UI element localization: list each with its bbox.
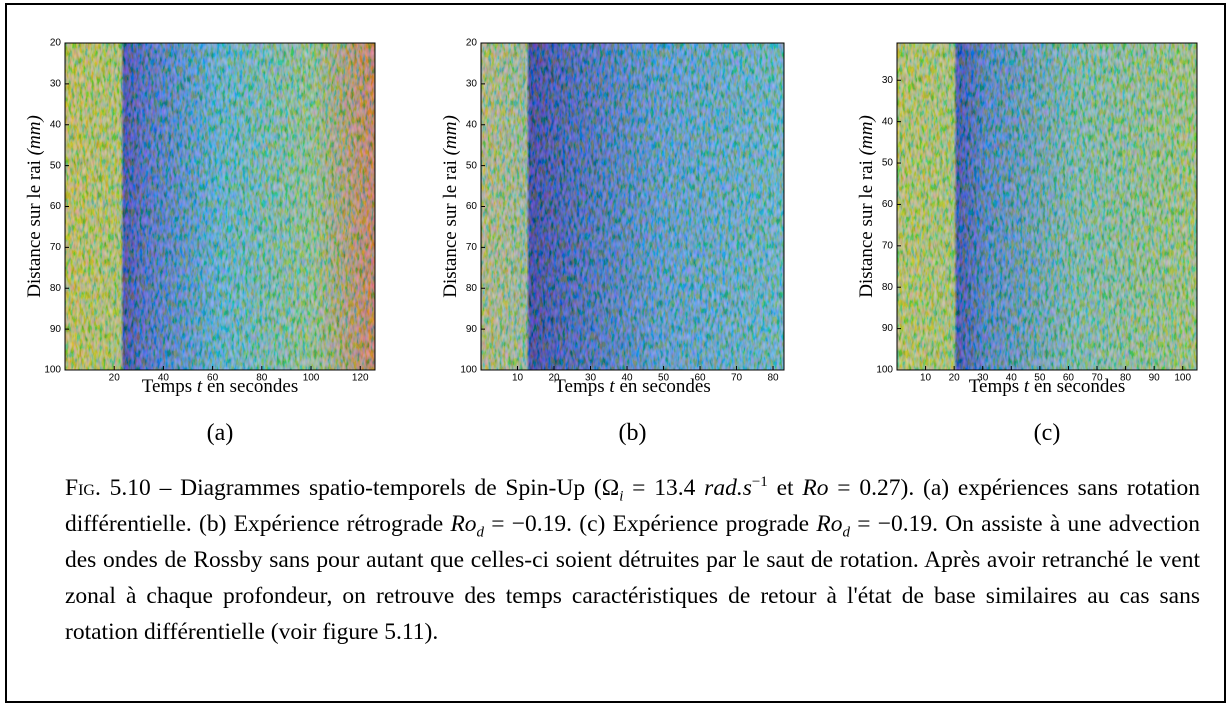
y-tick-label: 70: [466, 242, 478, 253]
y-tick-label: 100: [460, 365, 477, 376]
x-label-var: t: [197, 376, 203, 397]
x-tick-label: 50: [658, 373, 670, 384]
x-tick-label: 10: [920, 373, 932, 384]
x-tick-label: 80: [767, 373, 779, 384]
x-tick-label: 90: [1149, 373, 1161, 384]
y-label-text: Distance sur le rai: [24, 160, 45, 298]
caption-run: −1: [751, 474, 768, 491]
y-label-text: Distance sur le rai: [856, 160, 877, 298]
x-tick-label: 30: [977, 373, 989, 384]
x-tick-label: 30: [585, 373, 597, 384]
y-tick-label: 90: [882, 323, 894, 334]
heatmap-texture: [897, 43, 1197, 370]
y-axis-label: Distance sur le rai (mm): [440, 115, 461, 298]
y-label-text: Distance sur le rai: [440, 160, 461, 298]
x-tick-label: 80: [1120, 373, 1132, 384]
y-tick-label: 80: [882, 282, 894, 293]
x-tick-label: 40: [621, 373, 633, 384]
x-tick-label: 20: [109, 373, 121, 384]
y-tick-label: 70: [882, 240, 894, 251]
y-tick-label: 90: [466, 324, 478, 335]
x-tick-label: 60: [694, 373, 706, 384]
heatmap-texture: [481, 43, 784, 370]
y-tick-label: 60: [882, 199, 894, 210]
y-tick-label: 20: [466, 38, 478, 49]
y-tick-label: 90: [50, 324, 62, 335]
y-tick-label: 30: [50, 79, 62, 90]
x-tick-label: 50: [1034, 373, 1046, 384]
x-axis-label: Temps t en secondes: [554, 376, 710, 397]
x-label-text: en secondes: [1034, 376, 1125, 397]
y-label-unit: (mm): [856, 115, 877, 155]
caption-run: d: [842, 524, 850, 541]
x-axis-label: Temps t en secondes: [142, 376, 298, 397]
heatmap-texture: [65, 43, 375, 370]
x-label-var: t: [609, 376, 615, 397]
caption-run: d: [476, 524, 485, 541]
y-tick-label: 60: [50, 201, 62, 212]
x-label-var: t: [1024, 376, 1030, 397]
x-label-text: Temps: [554, 376, 604, 397]
y-tick-label: 100: [876, 365, 893, 376]
caption-run: Ω: [601, 475, 620, 501]
x-label-text: en secondes: [619, 376, 710, 397]
x-label-text: Temps: [969, 376, 1019, 397]
x-label-text: Temps: [142, 376, 192, 397]
subfigure-label: (a): [207, 420, 234, 446]
y-tick-label: 40: [50, 119, 62, 130]
caption-run: = 13.4: [623, 475, 705, 501]
y-tick-label: 70: [50, 242, 62, 253]
x-tick-label: 70: [731, 373, 743, 384]
y-tick-label: 20: [50, 38, 62, 49]
caption-run: – Diagrammes spatio-temporels de Spin-Up…: [150, 475, 602, 501]
subfigure-label: (b): [619, 420, 647, 446]
caption-run: et: [767, 475, 803, 501]
x-tick-label: 60: [1063, 373, 1075, 384]
x-tick-label: 100: [303, 373, 320, 384]
y-tick-label: 80: [466, 283, 478, 294]
x-tick-label: 100: [1174, 373, 1191, 384]
x-tick-label: 10: [512, 373, 524, 384]
y-tick-label: 40: [882, 116, 894, 127]
y-tick-label: 60: [466, 201, 478, 212]
x-tick-label: 40: [1006, 373, 1018, 384]
x-tick-label: 120: [352, 373, 369, 384]
caption: Fig. 5.10 – Diagrammes spatio-temporels …: [65, 470, 1200, 650]
caption-run: Ro: [802, 475, 829, 501]
y-tick-label: 80: [50, 283, 62, 294]
x-tick-label: 60: [207, 373, 219, 384]
caption-run: Fig. 5.10: [65, 475, 151, 501]
y-tick-label: 30: [882, 75, 894, 86]
x-tick-label: 80: [256, 373, 268, 384]
caption-run: Ro: [450, 511, 477, 537]
x-axis-label: Temps t en secondes: [969, 376, 1125, 397]
y-tick-label: 50: [882, 158, 894, 169]
caption-run: i: [619, 488, 624, 505]
y-tick-label: 100: [44, 365, 61, 376]
caption-run: rad.s: [704, 475, 752, 501]
subfigure-label: (c): [1034, 420, 1061, 446]
y-tick-label: 50: [466, 160, 478, 171]
caption-run: = −0.19. On assiste à une advection des …: [65, 511, 1200, 645]
y-tick-label: 50: [50, 160, 62, 171]
x-tick-label: 40: [158, 373, 170, 384]
x-tick-label: 20: [949, 373, 961, 384]
x-label-text: en secondes: [207, 376, 298, 397]
x-tick-label: 70: [1091, 373, 1103, 384]
x-tick-label: 20: [548, 373, 560, 384]
plot-frame: [896, 42, 1198, 371]
y-label-unit: (mm): [440, 115, 461, 155]
caption-run: = −0.19. (c) Expérience prograde: [484, 511, 817, 537]
y-axis-label: Distance sur le rai (mm): [856, 115, 877, 298]
y-axis-label: Distance sur le rai (mm): [24, 115, 45, 298]
y-tick-label: 40: [466, 119, 478, 130]
y-tick-label: 30: [466, 79, 478, 90]
caption-run: = 0.27). (a) expériences sans rotation d…: [65, 475, 1200, 537]
y-label-unit: (mm): [24, 115, 45, 155]
caption-run: Ro: [816, 511, 843, 537]
